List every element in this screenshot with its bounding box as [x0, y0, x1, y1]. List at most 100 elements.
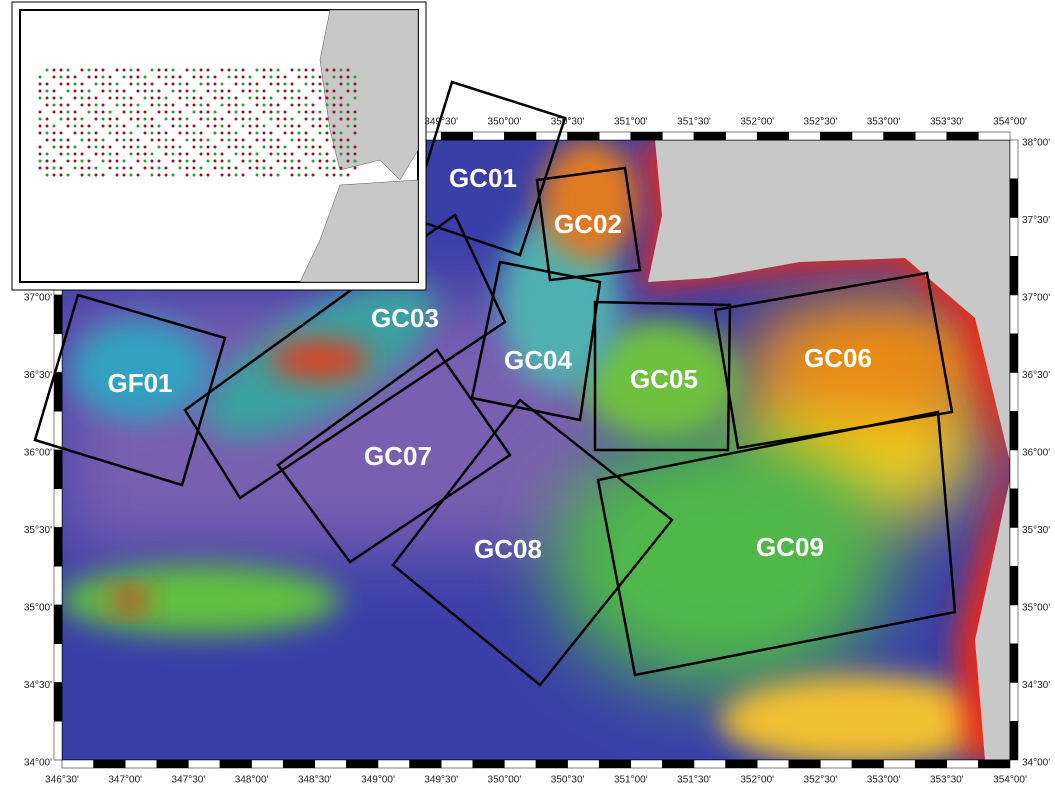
inset-dot [263, 132, 266, 135]
inset-dot [298, 111, 301, 114]
lon-label: 353°30' [930, 775, 964, 786]
inset-dot [67, 160, 70, 163]
inset-dot [67, 69, 70, 72]
inset-dot [249, 90, 252, 93]
lon-label: 352°00' [740, 117, 774, 128]
inset-dot [53, 111, 56, 114]
inset-dot [291, 118, 294, 121]
inset-dot [144, 160, 147, 163]
inset-dot [102, 160, 105, 163]
inset-dot [284, 146, 287, 149]
border-segment [662, 132, 694, 140]
inset-dot [207, 83, 210, 86]
border-segment [978, 760, 1010, 768]
inset-dot [242, 111, 245, 114]
border-segment [346, 760, 378, 768]
inset-dot [228, 69, 231, 72]
inset-dot [74, 111, 77, 114]
inset-dot [123, 69, 126, 72]
inset-dot [186, 174, 189, 177]
inset-dot [228, 167, 231, 170]
inset-dot [207, 90, 210, 93]
lon-label: 353°00' [867, 775, 901, 786]
inset-dot [326, 167, 329, 170]
inset-dot [109, 118, 112, 121]
inset-dot [151, 83, 154, 86]
lat-label: 34°00' [1022, 758, 1050, 769]
inset-dot [256, 97, 259, 100]
inset-dot [326, 104, 329, 107]
inset-dot [172, 111, 175, 114]
inset-dot [193, 125, 196, 128]
inset-dot [235, 111, 238, 114]
inset-dot [109, 153, 112, 156]
inset-dot [221, 97, 224, 100]
lat-label: 35°00' [24, 603, 52, 614]
lon-label: 350°00' [488, 775, 522, 786]
inset-dot [207, 174, 210, 177]
inset-dot [221, 174, 224, 177]
lon-label: 346°30' [45, 775, 79, 786]
inset-dot [130, 69, 133, 72]
inset-dot [116, 174, 119, 177]
inset-dot [221, 153, 224, 156]
border-segment [504, 132, 536, 140]
inset-dot [235, 69, 238, 72]
inset-dot [319, 97, 322, 100]
inset-dot [116, 83, 119, 86]
inset-dot [172, 83, 175, 86]
inset-dot [74, 83, 77, 86]
lon-label: 351°00' [614, 117, 648, 128]
inset-dot [81, 153, 84, 156]
lon-label: 347°00' [108, 775, 142, 786]
inset-dot [116, 69, 119, 72]
inset-dot [151, 174, 154, 177]
inset-dot [46, 153, 49, 156]
inset-dot [312, 83, 315, 86]
inset-dot [207, 146, 210, 149]
inset-dot [298, 90, 301, 93]
inset-dot [39, 153, 42, 156]
inset-dot [291, 69, 294, 72]
inset-dot [95, 132, 98, 135]
inset-dot [221, 118, 224, 121]
inset-dot [81, 90, 84, 93]
inset-dot [109, 160, 112, 163]
inset-dot [39, 146, 42, 149]
inset-dot [249, 153, 252, 156]
inset-dot [312, 153, 315, 156]
inset-dot [74, 76, 77, 79]
inset-dot [60, 111, 63, 114]
lat-label: 37°30' [1022, 215, 1050, 226]
inset-dot [186, 139, 189, 142]
inset-dot [270, 174, 273, 177]
inset-dot [151, 97, 154, 100]
border-segment [694, 132, 726, 140]
inset-dot [137, 139, 140, 142]
inset-dot [165, 76, 168, 79]
inset-dot [193, 174, 196, 177]
inset-dot [207, 139, 210, 142]
lon-label: 354°00' [993, 117, 1027, 128]
border-segment [283, 760, 315, 768]
lon-label: 352°30' [804, 775, 838, 786]
inset-dot [291, 125, 294, 128]
inset-dot [151, 132, 154, 135]
inset-dot [298, 97, 301, 100]
inset-dot [207, 76, 210, 79]
inset-dot [326, 69, 329, 72]
border-segment [852, 132, 884, 140]
inset-dot [242, 146, 245, 149]
inset-dot [81, 167, 84, 170]
inset-dot [340, 153, 343, 156]
inset-dot [270, 97, 273, 100]
inset-dot [347, 139, 350, 142]
inset-dot [95, 97, 98, 100]
inset-dot [53, 69, 56, 72]
inset-dot [305, 146, 308, 149]
inset-dot [53, 76, 56, 79]
inset-dot [256, 167, 259, 170]
inset-dot [46, 167, 49, 170]
inset-dot [39, 83, 42, 86]
inset-dot [312, 69, 315, 72]
